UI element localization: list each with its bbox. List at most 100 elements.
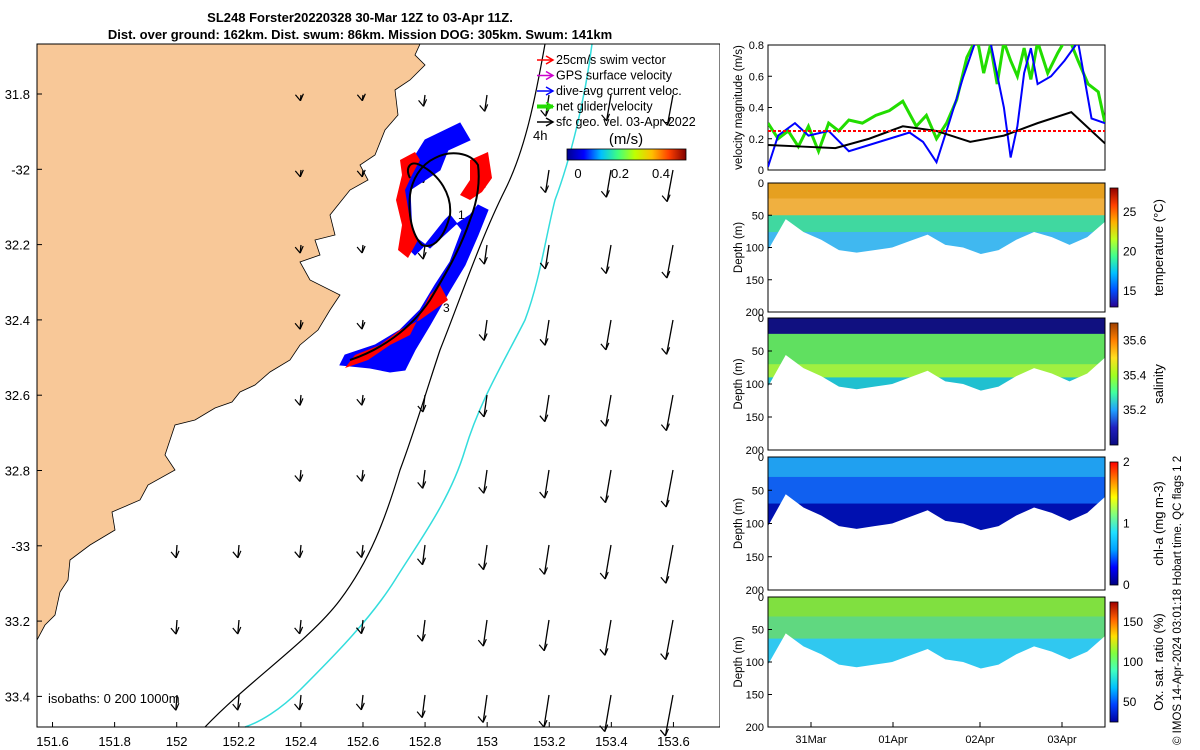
velocity-arrow xyxy=(237,619,240,635)
velocity-arrows xyxy=(170,93,674,737)
x-tick-label: 152.4 xyxy=(285,734,318,749)
colorbar-label: salinity xyxy=(1151,364,1166,404)
isobaths-label: isobaths: 0 200 1000m xyxy=(48,691,180,706)
velocity-plot-frame xyxy=(767,44,1106,171)
heatmap-y-tick-label: 200 xyxy=(746,307,764,319)
heatmap-y-tick-label: 0 xyxy=(758,178,764,190)
velocity-arrow xyxy=(421,544,426,565)
glider-track xyxy=(349,152,480,361)
seabed-mask xyxy=(768,354,1105,450)
velocity-arrowhead xyxy=(661,270,671,279)
track-label-4h: 4h xyxy=(533,128,547,143)
velocity-arrowhead xyxy=(294,169,304,178)
velocity-arrow xyxy=(482,544,488,570)
isobath-1000m xyxy=(204,43,546,728)
velocity-arrowhead xyxy=(599,648,609,656)
velocity-arrow xyxy=(422,244,426,260)
y-tick-label: 32.2 xyxy=(5,238,30,253)
velocity-arrowhead xyxy=(479,104,489,112)
vel-y-tick-label: 0.6 xyxy=(749,71,764,83)
velocity-arrow xyxy=(298,694,302,711)
x-tick-label: 152.2 xyxy=(223,734,256,749)
velocity-arrow xyxy=(605,94,612,121)
velocity-arrowhead xyxy=(661,347,671,355)
velocity-arrowhead xyxy=(355,626,365,635)
velocity-arrowhead xyxy=(661,194,671,203)
y-tick-label: -32 xyxy=(11,162,30,177)
velocity-arrow xyxy=(664,619,674,660)
vel-y-tick-label: 0.8 xyxy=(749,40,764,52)
colorbar-tick-label: 35.2 xyxy=(1123,403,1147,417)
velocity-arrow xyxy=(544,244,550,270)
heatmap-chl-a xyxy=(768,457,1105,590)
velocity-arrow xyxy=(544,169,550,193)
swim-vector-fringe xyxy=(345,152,492,368)
heatmap-y-tick-label: 150 xyxy=(746,412,764,424)
velocity-arrow xyxy=(604,544,612,580)
velocity-arrowhead xyxy=(356,474,366,482)
heatmap-temperature xyxy=(768,183,1105,312)
heatmap-ylabel: Depth (m) xyxy=(733,358,745,409)
vel-y-tick-label: 0.4 xyxy=(749,103,764,115)
velocity-arrowhead xyxy=(539,338,549,346)
heatmap-y-tick-label: 100 xyxy=(746,519,764,531)
velocity-arrowhead xyxy=(356,245,366,254)
velocity-arrowhead xyxy=(660,576,670,584)
velocity-arrowhead xyxy=(170,703,180,711)
velocity-arrowhead xyxy=(478,409,488,418)
heatmap-y-tick-label: 50 xyxy=(752,210,764,222)
heatmap-y-tick-label: 200 xyxy=(746,722,764,734)
velocity-arrowhead xyxy=(294,245,304,254)
heatmap-y-tick-label: 0 xyxy=(758,313,764,325)
heatmap-band xyxy=(768,183,1105,200)
velocity-arrowhead xyxy=(294,702,304,711)
time-x-tick-label: 31Mar xyxy=(795,734,827,746)
profile-panels: 0 0.2 0.4 0.6 0.8 velocity magnitude (m/s) 0 50… xyxy=(733,40,1166,746)
heatmap-colorbar xyxy=(1109,187,1119,308)
velocity-arrow xyxy=(543,469,550,499)
heatmap-y-tick-label: 150 xyxy=(746,690,764,702)
velocity-arrowhead xyxy=(538,567,548,575)
heatmap-band xyxy=(768,476,1105,505)
map-legend: 25cm/s swim vector GPS surface velocitydi… xyxy=(537,53,696,129)
map-frame xyxy=(36,43,720,728)
velocity-arrowhead xyxy=(600,342,610,351)
map-panel: 4h 1 3 151.6 151.8 152 152.2 152.4 152.6 152.8 153… xyxy=(5,43,720,749)
heatmap-band xyxy=(768,597,1105,618)
velocity-arrow xyxy=(237,694,240,711)
velocity-arrowhead xyxy=(538,719,548,728)
velocity-series-line xyxy=(768,45,1105,168)
velocity-arrow xyxy=(422,394,426,413)
y-tick-label: 32.4 xyxy=(5,313,30,328)
colorbar-tick-label: 1 xyxy=(1123,517,1130,531)
heatmap-y-tick-label: 50 xyxy=(752,625,764,637)
heatmap-ylabel: Depth (m) xyxy=(733,222,745,273)
velocity-arrowhead xyxy=(539,414,549,423)
velocity-arrowhead xyxy=(294,398,304,406)
velocity-arrowhead xyxy=(478,256,488,265)
colorbar-tick-label: 150 xyxy=(1123,615,1143,629)
velocity-arrowhead xyxy=(600,266,610,274)
vel-y-tick-label: 0 xyxy=(758,165,764,177)
velocity-arrow xyxy=(483,319,488,341)
y-tick-label: 32.8 xyxy=(5,464,30,479)
colorbar-tick-label: 0 xyxy=(1123,578,1130,592)
heatmap-colorbar xyxy=(1109,322,1119,446)
legend-entry: 25cm/s swim vector xyxy=(556,53,666,67)
velocity-arrowhead xyxy=(601,113,611,122)
velocity-arrowhead xyxy=(478,562,488,571)
heatmap-y-tick-label: 200 xyxy=(746,585,764,597)
colorbar-tick-label: 20 xyxy=(1123,244,1137,258)
velocity-arrowhead xyxy=(170,626,180,635)
y-tick-label: -33 xyxy=(11,539,30,554)
velocity-arrow xyxy=(605,244,612,274)
velocity-arrowhead xyxy=(599,571,609,580)
velocity-arrow xyxy=(482,619,488,647)
velocity-arrowhead xyxy=(600,189,610,198)
seabed-mask xyxy=(768,219,1105,312)
velocity-arrow xyxy=(360,694,364,710)
velocity-arrowhead xyxy=(477,638,487,647)
heatmap-y-tick-label: 100 xyxy=(746,379,764,391)
velocity-arrow xyxy=(605,319,612,351)
heatmap-band xyxy=(768,333,1105,366)
